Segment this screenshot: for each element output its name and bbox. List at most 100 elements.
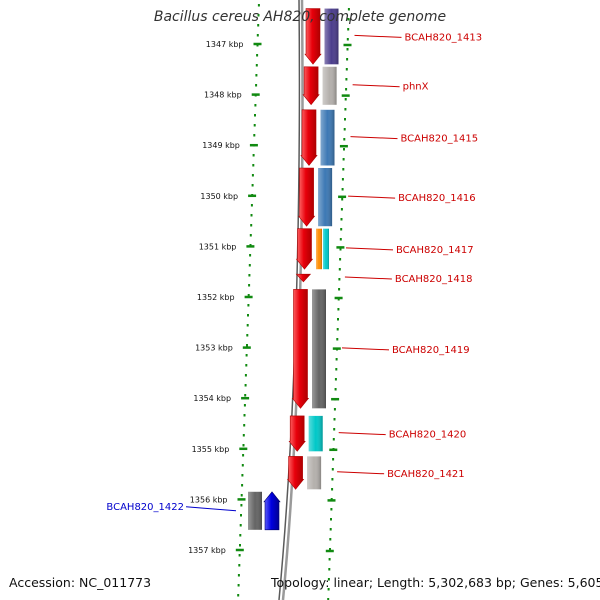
gene-label[interactable]: BCAH820_1419 xyxy=(392,345,470,356)
scale-dot xyxy=(344,118,346,121)
scale-dot xyxy=(339,258,342,261)
cog-bar-shade xyxy=(323,228,329,270)
cog-bar-shade xyxy=(308,415,323,452)
scale-dot xyxy=(251,174,254,177)
gene-label[interactable]: phnX xyxy=(403,82,429,93)
scale-tick-label: 1348 kbp xyxy=(204,91,242,100)
scale-dot xyxy=(328,558,331,561)
scale-dot xyxy=(329,548,331,551)
gene-arrow[interactable] xyxy=(295,273,312,283)
label-leader-line xyxy=(352,84,400,88)
scale-dot xyxy=(240,504,243,507)
scale-dot xyxy=(340,228,343,231)
gene-arrow[interactable] xyxy=(300,109,318,166)
scale-dot xyxy=(241,464,244,467)
gene-label[interactable]: BCAH820_1418 xyxy=(395,274,473,285)
scale-dot xyxy=(257,14,260,17)
scale-tick-label: 1353 kbp xyxy=(195,344,233,353)
scale-dotted-line-left xyxy=(237,4,260,597)
scale-dot xyxy=(347,18,350,21)
scale-dot xyxy=(336,328,339,331)
scale-dot xyxy=(246,344,248,347)
scale-dot xyxy=(242,434,245,437)
scale-dot xyxy=(252,154,255,157)
gene-arrow[interactable] xyxy=(297,167,316,227)
scale-dot xyxy=(243,424,246,427)
scale-dot xyxy=(332,438,335,441)
gene-label[interactable]: BCAH820_1416 xyxy=(398,193,476,204)
genome-title: Bacillus cereus AH820, complete genome xyxy=(153,9,447,25)
scale-dot xyxy=(247,294,250,297)
scale-dot xyxy=(243,404,246,407)
scale-dot xyxy=(253,134,256,137)
gene-arrow[interactable] xyxy=(304,8,322,65)
accession-text: Accession: NC_011773 xyxy=(9,575,152,590)
gene-label[interactable]: BCAH820_1417 xyxy=(396,245,474,256)
scale-tick-label: 1355 kbp xyxy=(192,445,230,454)
cog-bar-shade xyxy=(307,456,322,490)
scale-tick-label: 1352 kbp xyxy=(197,293,235,302)
scale-dot xyxy=(333,418,336,421)
scale-dot xyxy=(254,104,257,107)
scale-dot xyxy=(239,524,242,527)
cog-bar-shade xyxy=(320,109,335,166)
scale-dot xyxy=(241,474,244,477)
scale-dot xyxy=(244,374,247,377)
scale-dot xyxy=(329,538,332,541)
scale-dot xyxy=(240,514,242,517)
scale-dot xyxy=(246,324,249,327)
scale-dot xyxy=(327,588,330,591)
scale-tick-label: 1354 kbp xyxy=(193,394,231,403)
gene-arrow[interactable] xyxy=(288,415,306,452)
scale-dot xyxy=(237,584,240,587)
gene-label[interactable]: BCAH820_1422 xyxy=(106,502,184,513)
gene-arrow[interactable] xyxy=(286,456,305,490)
scale-dot xyxy=(250,224,253,227)
scale-dot xyxy=(242,454,245,457)
scale-dot xyxy=(249,234,252,237)
scale-dot xyxy=(346,58,349,61)
scale-dot xyxy=(346,38,349,41)
scale-dot xyxy=(238,554,241,557)
scale-dot xyxy=(255,84,258,87)
cog-bar-shade xyxy=(318,168,333,227)
scale-dot xyxy=(237,574,240,577)
scale-dotted-line-right xyxy=(327,8,350,600)
gene-arrow[interactable] xyxy=(291,289,310,409)
scale-dot xyxy=(327,598,330,600)
scale-tick-label: 1356 kbp xyxy=(190,495,228,504)
scale-dot xyxy=(248,264,251,267)
label-leader-line xyxy=(337,471,385,475)
label-leader-line xyxy=(354,34,402,38)
gene-label[interactable]: BCAH820_1415 xyxy=(401,134,479,145)
scale-dot xyxy=(250,204,253,207)
gene-label[interactable]: BCAH820_1413 xyxy=(405,32,483,43)
scale-dot xyxy=(245,364,248,367)
scale-dot xyxy=(254,114,256,117)
scale-dot xyxy=(343,138,346,141)
gene-arrow[interactable] xyxy=(295,228,314,270)
scale-dot xyxy=(253,124,256,127)
scale-dot xyxy=(337,308,340,311)
scale-dot xyxy=(331,488,334,491)
cog-bar-shade xyxy=(316,228,322,270)
scale-dot xyxy=(249,254,252,257)
gene-label[interactable]: BCAH820_1421 xyxy=(387,469,465,480)
scale-dot xyxy=(339,248,342,251)
scale-tick-label: 1357 kbp xyxy=(188,546,226,555)
scale-dot xyxy=(345,88,348,91)
gene-arrow[interactable] xyxy=(302,66,320,106)
scale-dot xyxy=(239,534,242,537)
gene-label[interactable]: BCAH820_1420 xyxy=(389,430,467,441)
scale-dot xyxy=(342,168,345,171)
scale-dot xyxy=(255,74,258,77)
scale-dot xyxy=(339,238,342,241)
scale-dot xyxy=(251,184,254,187)
scale-tick-label: 1351 kbp xyxy=(199,242,237,251)
scale-dot xyxy=(341,178,344,181)
gene-arrow[interactable] xyxy=(263,491,281,531)
label-leader-line xyxy=(185,506,237,512)
scale-dot xyxy=(330,508,333,511)
scale-dot xyxy=(256,34,259,37)
